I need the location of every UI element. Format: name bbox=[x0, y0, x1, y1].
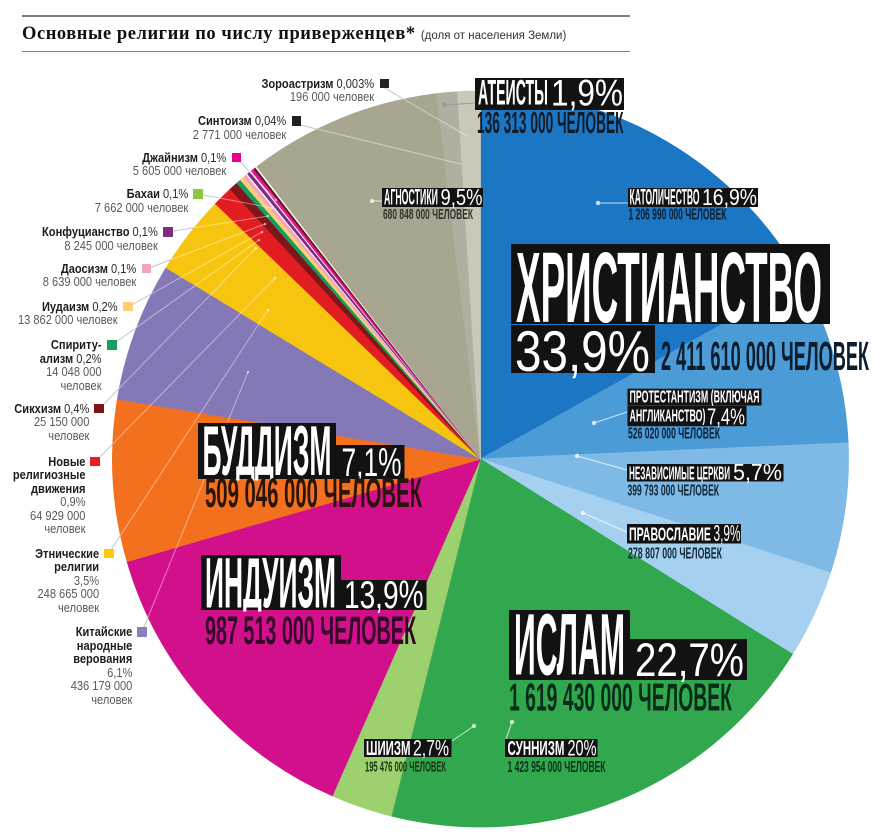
svg-text:22,7%: 22,7% bbox=[635, 633, 744, 686]
svg-text:5,7%: 5,7% bbox=[733, 459, 782, 485]
svg-text:СУННИЗМ: СУННИЗМ bbox=[508, 738, 565, 760]
svg-text:КАТОЛИЧЕСТВО: КАТОЛИЧЕСТВО bbox=[630, 185, 700, 210]
svg-text:7,1%: 7,1% bbox=[342, 441, 402, 485]
svg-text:НЕЗАВИСИМЫЕ ЦЕРКВИ: НЕЗАВИСИМЫЕ ЦЕРКВИ bbox=[629, 464, 730, 484]
svg-text:16,9%: 16,9% bbox=[702, 184, 757, 210]
svg-text:ШИИЗМ: ШИИЗМ bbox=[366, 738, 411, 760]
svg-text:13,9%: 13,9% bbox=[344, 574, 424, 617]
svg-text:1,9%: 1,9% bbox=[551, 73, 623, 114]
svg-text:526 020 000 ЧЕЛОВЕК: 526 020 000 ЧЕЛОВЕК bbox=[628, 426, 720, 443]
svg-text:АТЕИСТЫ: АТЕИСТЫ bbox=[478, 74, 548, 113]
svg-text:БУДДИЗМ: БУДДИЗМ bbox=[203, 411, 332, 490]
svg-text:АГНОСТИКИ: АГНОСТИКИ bbox=[384, 185, 438, 210]
svg-text:278 807 000 ЧЕЛОВЕК: 278 807 000 ЧЕЛОВЕК bbox=[628, 545, 722, 562]
svg-text:509 046 000 ЧЕЛОВЕК: 509 046 000 ЧЕЛОВЕК bbox=[205, 469, 422, 516]
svg-text:2 411 610 000 ЧЕЛОВЕК: 2 411 610 000 ЧЕЛОВЕК bbox=[661, 333, 869, 379]
svg-text:АНГЛИКАНСТВО): АНГЛИКАНСТВО) bbox=[630, 406, 706, 426]
svg-text:20%: 20% bbox=[568, 736, 597, 761]
svg-text:ХРИСТИАНСТВО: ХРИСТИАНСТВО bbox=[516, 232, 822, 344]
svg-text:7,4%: 7,4% bbox=[707, 404, 745, 430]
svg-text:399 793 000 ЧЕЛОВЕК: 399 793 000 ЧЕЛОВЕК bbox=[628, 483, 720, 500]
svg-text:1 619 430 000 ЧЕЛОВЕК: 1 619 430 000 ЧЕЛОВЕК bbox=[509, 677, 732, 720]
svg-text:9,5%: 9,5% bbox=[441, 184, 483, 210]
svg-text:136 313 000 ЧЕЛОВЕК: 136 313 000 ЧЕЛОВЕК bbox=[477, 106, 624, 140]
svg-text:ИНДУИЗМ: ИНДУИЗМ bbox=[205, 545, 336, 624]
svg-text:33,9%: 33,9% bbox=[515, 320, 650, 384]
svg-text:ПРОТЕСТАНТИЗМ (ВКЛЮЧАЯ: ПРОТЕСТАНТИЗМ (ВКЛЮЧАЯ bbox=[630, 387, 760, 407]
svg-text:3,9%: 3,9% bbox=[714, 520, 741, 546]
svg-text:2,7%: 2,7% bbox=[413, 736, 449, 761]
svg-text:987 513 000 ЧЕЛОВЕК: 987 513 000 ЧЕЛОВЕК bbox=[205, 609, 416, 653]
svg-text:ПРАВОСЛАВИЕ: ПРАВОСЛАВИЕ bbox=[629, 525, 711, 545]
svg-text:195 476 000 ЧЕЛОВЕК: 195 476 000 ЧЕЛОВЕК bbox=[365, 758, 446, 775]
svg-text:ИСЛАМ: ИСЛАМ bbox=[514, 597, 625, 694]
svg-text:1 206 990 000 ЧЕЛОВЕК: 1 206 990 000 ЧЕЛОВЕК bbox=[629, 206, 727, 223]
svg-text:1 423 954 000 ЧЕЛОВЕК: 1 423 954 000 ЧЕЛОВЕК bbox=[508, 759, 606, 776]
svg-text:680 848 000 ЧЕЛОВЕК: 680 848 000 ЧЕЛОВЕК bbox=[383, 206, 473, 223]
